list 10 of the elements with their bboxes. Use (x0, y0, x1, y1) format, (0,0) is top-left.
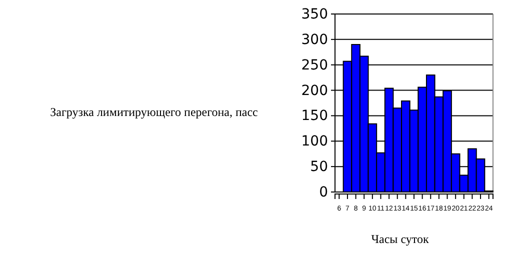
y-tick-label: 150 (301, 108, 328, 124)
y-tick-label: 0 (319, 184, 328, 200)
y-tick-label: 350 (301, 6, 328, 22)
x-axis-title: Часы суток (371, 232, 429, 246)
y-tick-label: 300 (301, 32, 328, 48)
y-tick-label: 50 (310, 159, 328, 176)
y-tick-label: 250 (301, 57, 328, 74)
y-tick-label: 200 (301, 82, 328, 99)
y-axis-title: Загрузка лимитирующего перегона, пасс (50, 105, 258, 119)
y-tick-label: 100 (301, 134, 328, 150)
